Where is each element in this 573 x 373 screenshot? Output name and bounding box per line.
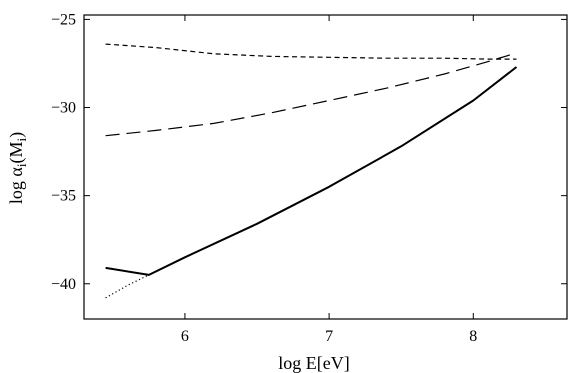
- x-tick-label: 6: [181, 328, 189, 345]
- y-axis-label-paren-sub: i: [14, 138, 29, 142]
- x-tick-label: 8: [469, 328, 477, 345]
- series-layer: [105, 43, 518, 299]
- y-axis: −40 −35 −30 −25: [51, 11, 567, 293]
- y-axis-label-main: log α: [6, 167, 26, 205]
- x-axis: 6 7 8: [181, 15, 477, 345]
- series-line-short-dash: [105, 43, 517, 60]
- series-line-long-dash: [105, 52, 517, 137]
- x-axis-label: log E[eV]: [278, 353, 349, 373]
- x-tick-label: 7: [325, 328, 333, 345]
- series-line-solid: [105, 66, 518, 276]
- y-tick-label: −40: [51, 276, 76, 293]
- y-axis-label-sub: i: [14, 163, 29, 167]
- y-tick-label: −25: [51, 11, 76, 28]
- y-axis-label-paren: (M: [6, 142, 27, 164]
- y-axis-label-close: ): [6, 132, 27, 138]
- y-axis-label: log αi(Mi): [6, 132, 29, 204]
- plot-frame: [83, 14, 568, 320]
- y-tick-label: −35: [51, 188, 76, 205]
- y-tick-label: −30: [51, 100, 76, 117]
- y-axis-label-group: log αi(Mi): [6, 132, 29, 204]
- series-line-dotted: [105, 274, 150, 299]
